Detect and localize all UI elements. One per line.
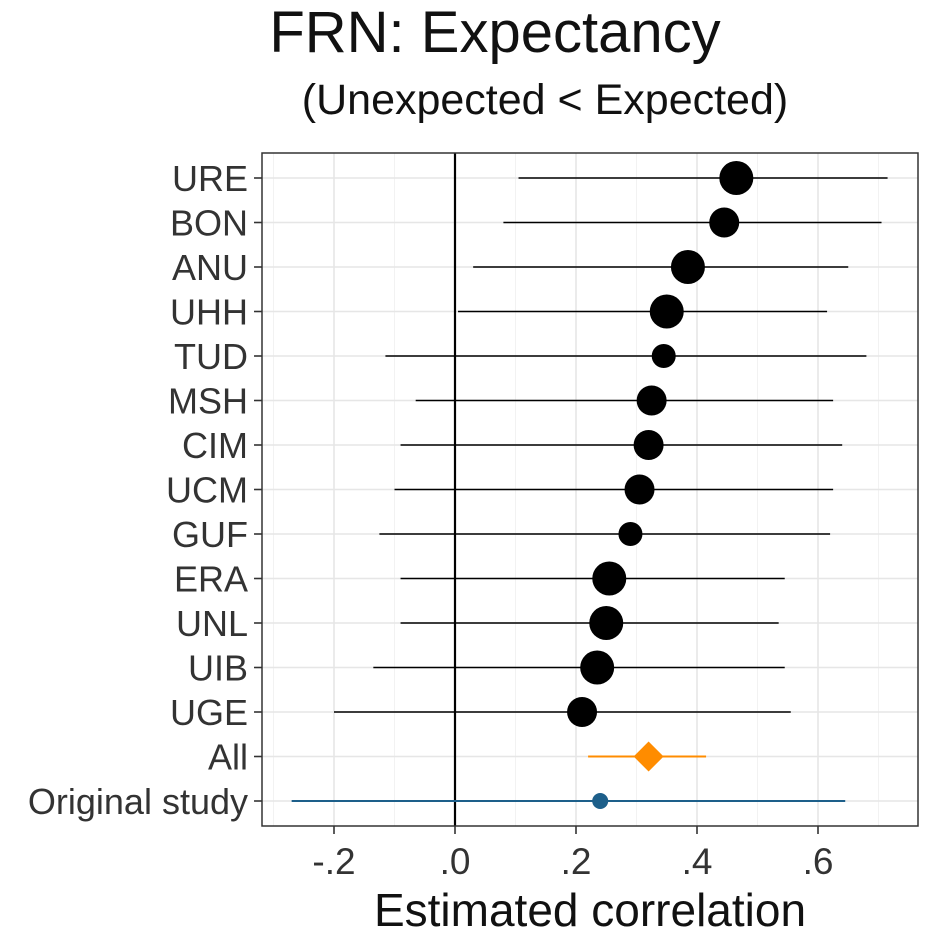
estimate-point	[580, 650, 615, 685]
estimate-point	[618, 522, 643, 546]
estimate-point	[589, 606, 624, 640]
y-tick-label: UCM	[166, 470, 248, 511]
estimate-point	[636, 385, 667, 416]
x-axis-title: Estimated correlation	[373, 884, 807, 936]
estimate-point	[670, 250, 705, 284]
estimate-point	[709, 207, 740, 238]
x-tick-label: -.2	[312, 841, 355, 882]
y-tick-label: UIB	[188, 648, 248, 689]
chart-title: FRN: Expectancy	[269, 0, 721, 65]
y-tick-label: ANU	[172, 247, 248, 288]
y-tick-label: ERA	[174, 559, 248, 600]
y-tick-label: CIM	[182, 425, 248, 466]
point-estimates	[567, 161, 754, 809]
summary-diamond	[633, 741, 664, 772]
y-tick-label: TUD	[174, 336, 248, 377]
x-tick-label: .4	[682, 841, 713, 882]
y-tick-label: UNL	[176, 603, 248, 644]
estimate-point	[719, 161, 754, 195]
estimate-point	[592, 793, 609, 809]
estimate-point	[624, 474, 655, 505]
chart-subtitle: (Unexpected < Expected)	[301, 76, 789, 124]
estimate-point	[567, 697, 598, 727]
x-tick-label: .2	[561, 841, 592, 882]
estimate-point	[633, 430, 664, 460]
confidence-intervals	[291, 177, 888, 802]
y-tick-label: MSH	[168, 381, 248, 422]
x-tick-label: .6	[803, 841, 834, 882]
y-tick-label: BON	[170, 203, 248, 244]
y-tick-label: UHH	[170, 292, 248, 333]
y-tick-label: UGE	[170, 692, 248, 733]
y-tick-label: All	[208, 737, 248, 778]
estimate-point	[592, 561, 627, 596]
y-tick-label: GUF	[172, 514, 248, 555]
estimate-point	[651, 344, 676, 368]
x-tick-label: .0	[440, 841, 471, 882]
estimate-point	[649, 294, 684, 329]
x-axis-ticks: -.2 .0 .2 .4 .6	[312, 826, 833, 882]
y-tick-label: Original study	[28, 781, 248, 822]
y-axis-ticks: UREBONANUUHHTUDMSHCIMUCMGUFERAUNLUIBUGEA…	[28, 158, 262, 822]
y-tick-label: URE	[172, 158, 248, 199]
